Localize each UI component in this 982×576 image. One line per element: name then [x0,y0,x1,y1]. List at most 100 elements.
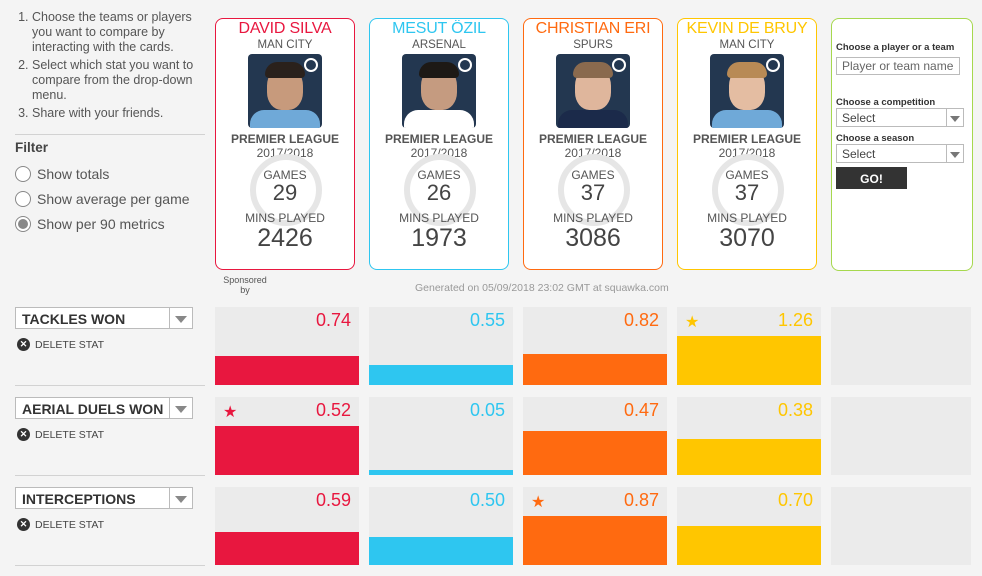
player-league[interactable]: PREMIER LEAGUE [692,132,801,146]
radio-button-selected[interactable] [15,216,31,232]
player-league[interactable]: PREMIER LEAGUE [538,132,647,146]
chevron-down-icon[interactable] [169,488,192,508]
stat-value: 0.52 [315,400,351,420]
stat-value: 1.26 [777,310,813,330]
player-card[interactable]: KEVIN DE BRUY MAN CITY PREMIER LEAGUE 20… [677,18,817,270]
games-ring [404,154,476,226]
games-ring [250,154,322,226]
stat-bar [369,365,513,385]
stat-bar [523,431,667,475]
star-icon: ★ [223,404,238,421]
stat-bar [215,532,359,565]
season-select[interactable]: Select [836,144,964,163]
stat-value: 0.87 [623,490,659,510]
player-club: SPURS [573,39,613,51]
stat-bar [677,526,821,565]
player-search-input[interactable]: Player or team name [836,57,960,75]
delete-stat-button[interactable]: ✕ DELETE STAT [17,338,104,351]
stat-select-value: AERIAL DUELS WON [22,401,164,417]
delete-stat-button[interactable]: ✕ DELETE STAT [17,518,104,531]
delete-stat-label: DELETE STAT [35,518,105,531]
games-label: GAMES [725,168,769,182]
stat-value: 0.74 [315,310,351,330]
filter-option-totals[interactable]: Show totals [15,166,109,182]
filter-option-per90[interactable]: Show per 90 metrics [15,216,165,232]
chevron-down-icon[interactable] [946,145,963,162]
instructions-list: Choose the teams or players you want to … [0,0,210,121]
stat-select[interactable]: TACKLES WON [15,307,193,329]
divider [15,134,205,135]
stat-bar [369,470,513,475]
stat-bar [523,354,667,385]
competition-label: Choose a competition [836,97,936,108]
photo-hair [265,62,305,78]
instruction-item: Choose the teams or players you want to … [32,10,210,55]
stat-value-cell: 0.05 [369,397,513,475]
stat-value-cell: 0.38 [677,397,821,475]
games-value: 37 [734,180,760,205]
sponsored-by: Sponsored by [223,275,267,295]
delete-stat-label: DELETE STAT [35,428,105,441]
player-card[interactable]: CHRISTIAN ERI SPURS PREMIER LEAGUE 2017/… [523,18,663,270]
stat-value-cell: 0.82 [523,307,667,385]
filter-option-label: Show totals [37,166,110,182]
stat-select[interactable]: AERIAL DUELS WON [15,397,193,419]
stat-value-cell: 0.87 ★ [523,487,667,565]
divider [15,565,205,566]
player-league[interactable]: PREMIER LEAGUE [384,132,493,146]
filter-option-average[interactable]: Show average per game [15,191,190,207]
chevron-down-icon[interactable] [169,398,192,418]
stat-value: 0.59 [315,490,351,510]
delete-icon[interactable]: ✕ [17,518,30,531]
stat-value: 0.55 [469,310,505,330]
instruction-item: Select which stat you want to compare fr… [32,58,210,103]
radio-button[interactable] [15,166,31,182]
stat-value: 0.70 [777,490,813,510]
delete-icon[interactable]: ✕ [17,428,30,441]
instruction-item: Share with your friends. [32,106,210,121]
player-league[interactable]: PREMIER LEAGUE [230,132,339,146]
club-badge-icon [612,58,626,72]
go-button[interactable]: GO! [836,167,907,189]
radio-button[interactable] [15,191,31,207]
divider [15,385,205,386]
games-label: GAMES [417,168,461,182]
photo-hair [419,62,459,78]
chevron-down-icon[interactable] [169,308,192,328]
mins-label: MINS PLAYED [553,211,633,225]
club-badge-icon [304,58,318,72]
stat-value: 0.47 [623,400,659,420]
games-value: 37 [580,180,606,205]
delete-stat-button[interactable]: ✕ DELETE STAT [17,428,104,441]
player-name[interactable]: CHRISTIAN ERI [535,20,651,37]
mins-label: MINS PLAYED [707,211,787,225]
chevron-down-icon[interactable] [946,109,963,126]
mins-value: 3086 [565,224,621,252]
mins-value: 3070 [719,224,775,252]
competition-select[interactable]: Select [836,108,964,127]
stat-value-cell: 0.70 [677,487,821,565]
stat-select[interactable]: INTERCEPTIONS [15,487,193,509]
player-card[interactable]: DAVID SILVA MAN CITY PREMIER LEAGUE 2017… [215,18,355,270]
mins-value: 1973 [411,224,467,252]
player-photo [556,54,630,128]
games-ring [712,154,784,226]
photo-hair [573,62,613,78]
stat-bar [215,426,359,475]
player-name[interactable]: DAVID SILVA [238,20,332,37]
player-name[interactable]: MESUT ÖZIL [392,20,486,37]
stat-select-value: TACKLES WON [22,311,126,327]
player-search-label: Choose a player or a team [836,42,955,53]
photo-shirt [712,110,782,128]
star-icon: ★ [685,314,700,331]
mins-label: MINS PLAYED [399,211,479,225]
stat-value-cell: 0.55 [369,307,513,385]
player-card[interactable]: MESUT ÖZIL ARSENAL PREMIER LEAGUE 2017/2… [369,18,509,270]
divider [15,475,205,476]
stat-value-cell: 0.50 [369,487,513,565]
games-label: GAMES [263,168,307,182]
delete-icon[interactable]: ✕ [17,338,30,351]
stat-select-value: INTERCEPTIONS [22,491,136,507]
player-name[interactable]: KEVIN DE BRUY [686,20,808,37]
photo-shirt [558,110,628,128]
